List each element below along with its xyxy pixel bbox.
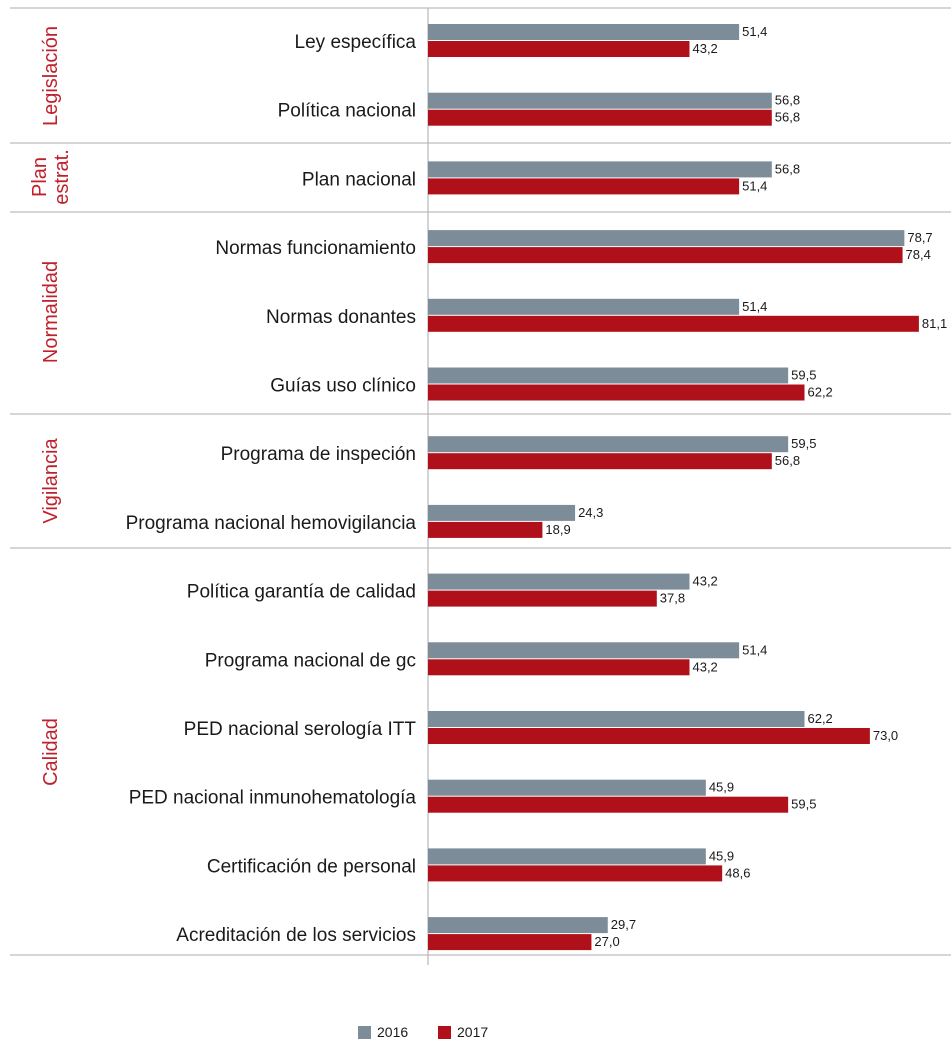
bar-2017 xyxy=(428,590,657,607)
value-label: 78,7 xyxy=(907,230,932,245)
value-label: 18,9 xyxy=(545,522,570,537)
group-label-line: Legislación xyxy=(40,26,62,126)
category-label: Normas donantes xyxy=(266,307,416,328)
value-label: 62,2 xyxy=(807,385,832,400)
value-label: 81,1 xyxy=(922,316,947,331)
value-label: 37,8 xyxy=(660,591,685,606)
value-label: 48,6 xyxy=(725,865,750,880)
bar-2016 xyxy=(428,24,740,40)
bar-2017 xyxy=(428,865,723,882)
value-label: 51,4 xyxy=(742,299,767,314)
bar-2016 xyxy=(428,298,740,315)
category-label: Programa de inspeción xyxy=(221,444,416,465)
value-label: 59,5 xyxy=(791,797,816,812)
legend-label-2016: 2016 xyxy=(377,1024,408,1040)
category-label: Plan nacional xyxy=(302,169,416,190)
bar-2017 xyxy=(428,41,690,57)
bar-2016 xyxy=(428,779,706,796)
value-label: 56,8 xyxy=(775,453,800,468)
group-label-line: Calidad xyxy=(40,718,62,786)
value-label: 51,4 xyxy=(742,24,767,39)
value-label: 56,8 xyxy=(775,93,800,108)
bar-2016 xyxy=(428,573,690,590)
value-label: 43,2 xyxy=(692,574,717,589)
value-label: 56,8 xyxy=(775,110,800,125)
bar-2017 xyxy=(428,934,592,951)
bar-2017 xyxy=(428,315,919,332)
value-label: 29,7 xyxy=(611,917,636,932)
category-label: Política nacional xyxy=(278,101,416,122)
value-label: 43,2 xyxy=(692,41,717,56)
value-label: 73,0 xyxy=(873,728,898,743)
value-label: 62,2 xyxy=(807,711,832,726)
bar-2016 xyxy=(428,504,576,521)
value-label: 51,4 xyxy=(742,642,767,657)
value-label: 27,0 xyxy=(594,934,619,949)
legend-swatch-2016 xyxy=(358,1026,371,1039)
category-label: Política garantía de calidad xyxy=(187,582,416,603)
bar-2017 xyxy=(428,453,772,470)
bar-2016 xyxy=(428,642,740,659)
category-label: Normas funcionamiento xyxy=(215,238,416,259)
value-label: 59,5 xyxy=(791,436,816,451)
bar-2016 xyxy=(428,367,789,384)
bar-2017 xyxy=(428,384,805,401)
group-label: Planestrat. xyxy=(29,149,73,205)
category-label: Guías uso clínico xyxy=(270,376,416,397)
bar-2016 xyxy=(428,230,905,247)
bar-2017 xyxy=(428,521,543,538)
legend-label-2017: 2017 xyxy=(457,1024,488,1040)
bar-2017 xyxy=(428,109,772,126)
bar-2017 xyxy=(428,728,870,744)
group-label-line: Normalidad xyxy=(40,261,62,363)
category-label: PED nacional serología ITT xyxy=(184,719,417,740)
category-label: Programa nacional hemovigilancia xyxy=(126,513,417,534)
bar-2016 xyxy=(428,436,789,453)
category-label: Acreditación de los servicios xyxy=(176,925,416,946)
category-label: Ley específica xyxy=(295,32,417,53)
group-label: Normalidad xyxy=(40,261,62,363)
value-label: 45,9 xyxy=(709,780,734,795)
bar-2016 xyxy=(428,161,772,178)
bar-2017 xyxy=(428,796,789,813)
value-label: 43,2 xyxy=(692,659,717,674)
group-label-line: estrat. xyxy=(51,149,73,205)
group-label-line: Plan xyxy=(29,157,51,197)
bar-2017 xyxy=(428,178,740,195)
value-label: 24,3 xyxy=(578,505,603,520)
group-label: Calidad xyxy=(40,718,62,786)
bar-2016 xyxy=(428,848,706,865)
category-label: PED nacional inmunohematología xyxy=(129,788,417,809)
group-label: Vigilancia xyxy=(40,438,62,524)
legend-swatch-2017 xyxy=(438,1026,451,1039)
bar-2016 xyxy=(428,711,805,727)
category-label: Certificación de personal xyxy=(207,856,416,877)
value-label: 56,8 xyxy=(775,161,800,176)
category-label: Programa nacional de gc xyxy=(205,650,416,671)
value-label: 45,9 xyxy=(709,848,734,863)
bar-2017 xyxy=(428,659,690,676)
bar-2016 xyxy=(428,92,772,109)
group-label-line: Vigilancia xyxy=(40,438,62,524)
bar-2017 xyxy=(428,247,903,264)
value-label: 51,4 xyxy=(742,178,767,193)
bar-2016 xyxy=(428,917,608,934)
value-label: 78,4 xyxy=(906,247,931,262)
value-label: 59,5 xyxy=(791,368,816,383)
group-label: Legislación xyxy=(40,26,62,126)
